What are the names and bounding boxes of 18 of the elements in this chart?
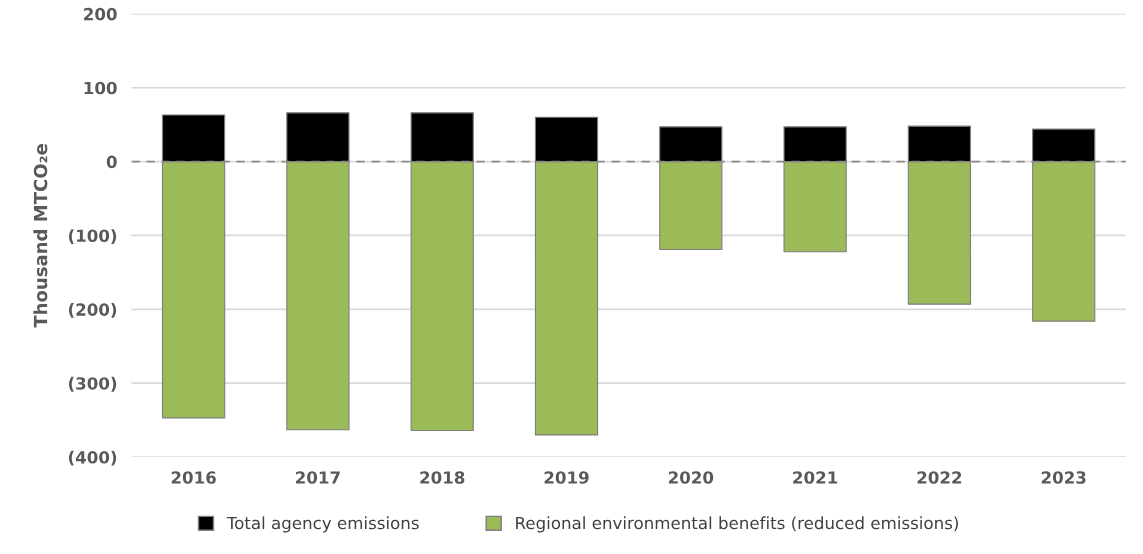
x-tick-label: 2018 xyxy=(420,471,465,484)
x-tick-label: 2016 xyxy=(171,471,216,484)
y-tick-label: (100) xyxy=(68,229,117,244)
x-tick-label: 2020 xyxy=(668,471,714,484)
y-tick-label: 200 xyxy=(84,7,117,21)
x-tick-label: 2023 xyxy=(1041,471,1086,484)
x-tick-label: 2017 xyxy=(296,471,340,484)
y-axis-title: Thousand MTCO₂e xyxy=(33,144,48,328)
x-tick-label: 2019 xyxy=(544,471,589,484)
y-tick-label: 0 xyxy=(106,155,117,169)
y-tick-label: (200) xyxy=(68,303,117,318)
y-tick-label: (400) xyxy=(68,450,117,466)
x-tick-label: 2022 xyxy=(917,471,962,484)
legend-label: Total agency emissions xyxy=(226,516,419,533)
y-tick-label: 100 xyxy=(84,81,117,95)
y-tick-label: (300) xyxy=(68,376,117,392)
legend-label: Regional environmental benefits (reduced emissions) xyxy=(516,516,958,533)
x-tick-label: 2021 xyxy=(793,471,838,484)
